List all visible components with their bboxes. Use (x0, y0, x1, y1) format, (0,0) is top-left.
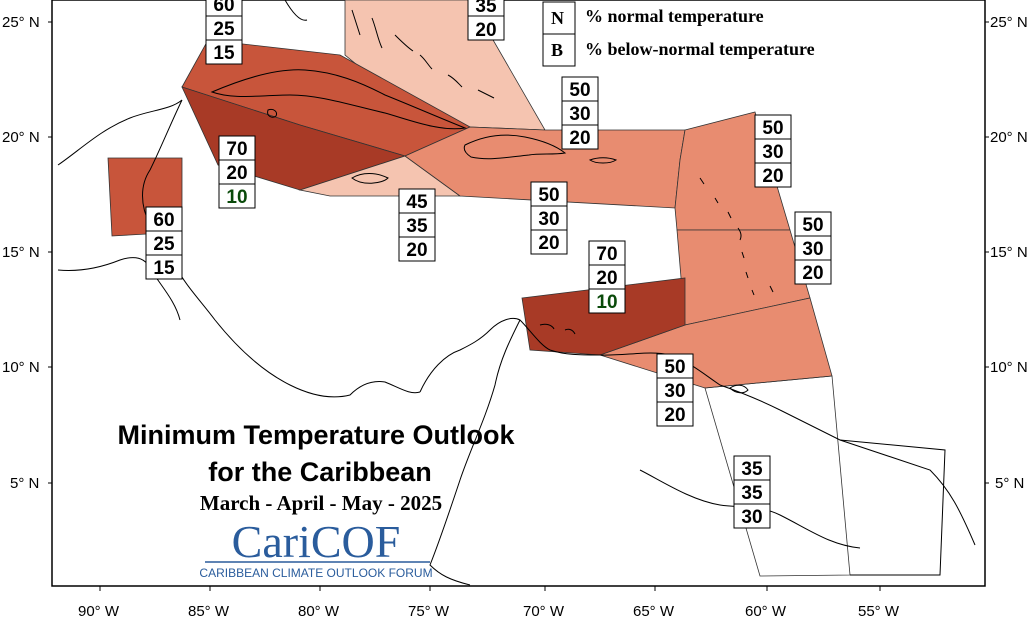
legend-text-normal: % normal temperature (585, 6, 764, 26)
lat-label-5-right: 5° N (995, 475, 1024, 492)
lat-label-25: 25° N (2, 14, 40, 31)
prob-box-trinidad: 50 30 20 (656, 353, 694, 427)
prob-belize-b: 15 (153, 258, 175, 279)
lat-label-20-right: 20° N (990, 129, 1028, 146)
prob-box-abc: 70 20 10 (588, 240, 626, 314)
prob-windward-n: 30 (802, 239, 823, 260)
prob-box-guianas: 35 35 30 (733, 455, 771, 529)
legend: N % normal temperature B % below-normal … (542, 1, 815, 67)
prob-guianas-a: 35 (741, 459, 763, 480)
prob-box-jamaica: 45 35 20 (398, 188, 436, 262)
prob-hispaniola-a: 50 (538, 185, 559, 206)
prob-bahamas-n: 35 (475, 0, 497, 17)
region-abc (521, 277, 686, 356)
prob-bahamas-b: 20 (475, 20, 496, 41)
prob-box-windward: 50 30 20 (794, 211, 832, 285)
prob-trinidad-b: 20 (664, 405, 685, 426)
title-line-1: Minimum Temperature Outlook (117, 420, 515, 450)
title-block: Minimum Temperature Outlook for the Cari… (117, 420, 515, 515)
legend-box-n (542, 1, 576, 35)
lat-label-15: 15° N (2, 244, 40, 261)
prob-hispaniola-n: 30 (538, 209, 559, 230)
legend-box-b (542, 33, 576, 67)
prob-belize-n: 25 (153, 234, 175, 255)
logo-subtitle: CARIBBEAN CLIMATE OUTLOOK FORUM (199, 566, 432, 580)
probability-boxes: 60 25 15 35 20 50 30 20 70 20 10 (145, 0, 832, 529)
legend-text-below: % below-normal temperature (585, 39, 815, 59)
lat-label-10: 10° N (2, 359, 40, 376)
legend-letter-n: N (551, 8, 564, 28)
outlook-regions (107, 0, 851, 577)
prob-guianas-b: 30 (741, 507, 762, 528)
prob-box-leeward: 50 30 20 (754, 114, 792, 188)
lon-label-55: 55° W (858, 603, 900, 620)
prob-guianas-n: 35 (741, 483, 763, 504)
lon-label-90: 90° W (78, 603, 120, 620)
lat-label-10-right: 10° N (990, 359, 1028, 376)
prob-box-turks: 50 30 20 (561, 76, 599, 150)
title-line-2: for the Caribbean (208, 457, 432, 487)
prob-trinidad-n: 30 (664, 381, 685, 402)
prob-box-bahamas: 35 20 (467, 0, 505, 41)
prob-turks-n: 30 (569, 104, 590, 125)
legend-letter-b: B (551, 40, 563, 60)
prob-windward-a: 50 (802, 215, 823, 236)
prob-belize-a: 60 (153, 210, 174, 231)
prob-leeward-n: 30 (762, 142, 783, 163)
prob-leeward-b: 20 (762, 166, 783, 187)
lat-label-15-right: 15° N (990, 244, 1028, 261)
prob-cayman-a: 70 (226, 139, 247, 160)
lon-label-85: 85° W (188, 603, 230, 620)
prob-cayman-n: 20 (226, 163, 247, 184)
prob-windward-b: 20 (802, 263, 823, 284)
lat-label-5: 5° N (10, 475, 39, 492)
prob-cuba-a: 60 (213, 0, 234, 16)
lon-label-80: 80° W (298, 603, 340, 620)
prob-hispaniola-b: 20 (538, 233, 559, 254)
prob-jamaica-n: 35 (406, 216, 428, 237)
prob-cuba-n: 25 (213, 19, 235, 40)
lat-label-25-right: 25° N (990, 14, 1028, 31)
season-subtitle: March - April - May - 2025 (200, 491, 442, 515)
prob-jamaica-a: 45 (406, 192, 428, 213)
longitude-labels: 90° W 85° W 80° W 75° W 70° W 65° W 60° … (78, 603, 900, 620)
tick-marks (48, 21, 989, 591)
lon-label-75: 75° W (408, 603, 450, 620)
lon-label-60: 60° W (745, 603, 787, 620)
prob-box-hispaniola: 50 30 20 (530, 181, 568, 255)
prob-turks-a: 50 (569, 80, 590, 101)
prob-trinidad-a: 50 (664, 357, 685, 378)
prob-cuba-b: 15 (213, 43, 235, 64)
prob-leeward-a: 50 (762, 118, 783, 139)
caricof-logo: CariCOF CARIBBEAN CLIMATE OUTLOOK FORUM (199, 516, 432, 580)
prob-abc-b: 10 (596, 292, 617, 313)
prob-turks-b: 20 (569, 128, 590, 149)
prob-abc-n: 20 (596, 268, 617, 289)
lon-label-65: 65° W (633, 603, 675, 620)
prob-jamaica-b: 20 (406, 240, 427, 261)
prob-box-cayman: 70 20 10 (218, 135, 256, 209)
prob-cayman-b: 10 (226, 187, 247, 208)
logo-wordmark: CariCOF (232, 516, 401, 567)
prob-box-cuba: 60 25 15 (205, 0, 243, 65)
latitude-labels-right: 25° N 20° N 15° N 10° N 5° N (990, 14, 1028, 492)
lon-label-70: 70° W (523, 603, 565, 620)
latitude-labels-left: 25° N 20° N 15° N 10° N 5° N (2, 14, 40, 492)
prob-abc-a: 70 (596, 244, 617, 265)
lat-label-20: 20° N (2, 129, 40, 146)
prob-box-belize: 60 25 15 (145, 206, 183, 280)
